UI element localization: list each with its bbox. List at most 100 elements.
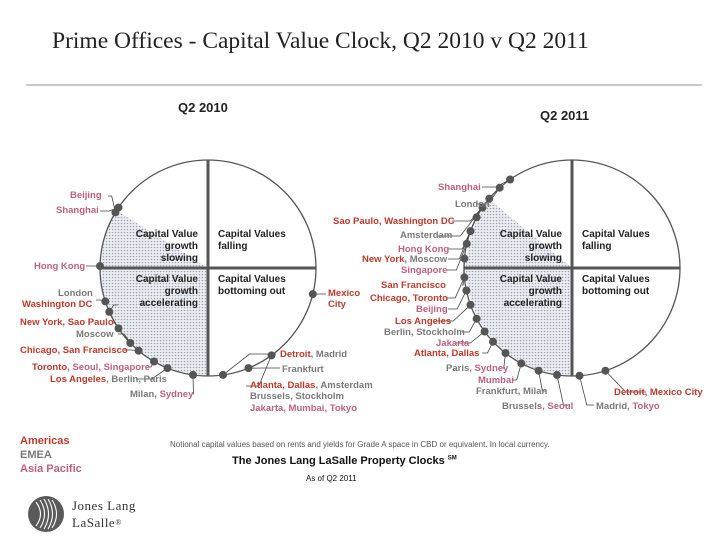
city-marker bbox=[601, 366, 610, 375]
label-los-angeles-berlin-paris: Los Angeles, Berlin, Paris bbox=[50, 374, 167, 385]
label-r-los-angeles: Los Angeles bbox=[395, 316, 452, 327]
leader-line bbox=[108, 195, 116, 213]
city-marker bbox=[96, 262, 104, 271]
leader-line bbox=[605, 370, 646, 393]
city-marker bbox=[480, 327, 489, 336]
city-marker bbox=[489, 337, 497, 346]
label-london: London bbox=[58, 288, 93, 299]
as-of-date: As of Q2 2011 bbox=[306, 474, 357, 483]
city-marker bbox=[472, 213, 481, 222]
city-marker bbox=[101, 297, 110, 306]
legend-emea: EMEA bbox=[20, 449, 52, 461]
label-r-atlanta-dallas: Atlanta, Dallas bbox=[414, 348, 480, 359]
city-marker bbox=[244, 364, 253, 373]
city-marker bbox=[462, 239, 471, 248]
city-marker bbox=[126, 339, 135, 347]
leader-line bbox=[462, 318, 477, 333]
city-marker bbox=[114, 324, 123, 333]
label-r-brussels-seoul: Brussels, Seoul bbox=[502, 401, 574, 412]
city-marker bbox=[460, 273, 469, 282]
city-marker bbox=[495, 183, 504, 192]
leader-line bbox=[456, 331, 485, 344]
legend-asia-pacific: Asia Pacific bbox=[20, 463, 82, 475]
city-marker bbox=[308, 290, 317, 299]
leader-line bbox=[436, 304, 471, 322]
leader-line bbox=[502, 353, 506, 369]
city-markers bbox=[96, 175, 610, 380]
label-r-beijing: Beijing bbox=[416, 304, 448, 315]
label-milan-sydney: Milan, Sydney bbox=[130, 389, 194, 400]
label-r-chicago-toronto: Chicago, Toronto bbox=[370, 293, 448, 304]
left-clock-shaded-sector bbox=[99, 210, 208, 330]
label-hong-kong: Hong Kong bbox=[34, 261, 86, 272]
label-jakarta-mumbai-tokyo: Jakarta, Mumbai, Tokyo bbox=[250, 403, 357, 414]
city-marker bbox=[478, 203, 487, 212]
region-legend: Americas EMEA Asia Pacific bbox=[20, 434, 82, 476]
city-marker bbox=[189, 370, 197, 379]
right-clock-heading: Q2 2011 bbox=[540, 108, 590, 123]
right-quadrant-growth-slowing: Capital Value growth slowing bbox=[499, 229, 562, 264]
label-toronto-seoul-singapore: Toronto, Seoul, Singapore bbox=[32, 362, 151, 373]
city-marker bbox=[534, 366, 543, 375]
label-r-berlin-stockholm: Berlin, Stockholm bbox=[384, 327, 465, 338]
label-r-madrid-tokyo: Madrid, Tokyo bbox=[596, 401, 660, 412]
city-marker bbox=[501, 349, 510, 358]
label-r-detroit-mexico-city: Detroit, Mexico City bbox=[614, 387, 703, 398]
leader-line bbox=[512, 363, 522, 381]
label-r-san-francisco: San Francisco bbox=[381, 280, 446, 291]
label-shanghai: Shanghai bbox=[56, 205, 99, 216]
label-moscow: Moscow bbox=[76, 329, 114, 340]
city-marker bbox=[506, 175, 515, 184]
left-quadrant-falling: Capital Values falling bbox=[218, 229, 286, 252]
label-r-hong-kong: Hong Kong bbox=[398, 244, 450, 255]
city-marker bbox=[472, 314, 481, 323]
leader-line bbox=[136, 367, 168, 380]
city-marker bbox=[267, 351, 276, 360]
left-clock-heading: Q2 2010 bbox=[178, 100, 228, 115]
label-new-york-sao-paulo: New York, Sao Paulo bbox=[20, 317, 114, 328]
label-r-frankfurt-milan: Frankfurt, Milan bbox=[476, 386, 548, 397]
city-marker bbox=[163, 364, 172, 373]
city-marker bbox=[462, 286, 471, 295]
label-mexico-city: Mexico City bbox=[328, 288, 361, 310]
label-r-jakarta: Jakarta bbox=[436, 338, 470, 349]
right-quadrant-falling: Capital Values falling bbox=[582, 229, 650, 252]
right-clock-shaded-sector bbox=[465, 200, 572, 376]
city-marker bbox=[150, 357, 158, 366]
legend-americas: Americas bbox=[20, 435, 70, 447]
label-brussels-stockholm: Brussels, Stockholm bbox=[250, 391, 344, 402]
label-r-new-york-moscow: New York, Moscow bbox=[362, 254, 448, 265]
label-r-mumbai: Mumbai bbox=[478, 375, 514, 386]
clocks-title: The Jones Lang LaSalle Property Clocks S… bbox=[232, 455, 457, 467]
label-r-london: London bbox=[455, 199, 490, 210]
leader-line bbox=[476, 187, 501, 205]
city-marker bbox=[134, 346, 143, 355]
city-marker bbox=[114, 203, 123, 212]
left-quadrant-accelerating: Capital Value growth accelerating bbox=[135, 274, 198, 309]
city-marker bbox=[485, 194, 494, 203]
leader-line bbox=[462, 258, 465, 286]
label-r-singapore: Singapore bbox=[401, 265, 448, 276]
city-marker bbox=[517, 359, 526, 368]
city-marker bbox=[553, 370, 561, 379]
leader-line bbox=[246, 355, 272, 387]
city-marker bbox=[105, 307, 114, 316]
footnote: Notional capital values based on rents a… bbox=[170, 440, 550, 449]
city-marker bbox=[466, 300, 475, 309]
right-quadrant-accelerating: Capital Value growth accelerating bbox=[499, 274, 562, 309]
label-r-paris-sydney: Paris, Sydney bbox=[446, 363, 509, 374]
label-r-shanghai: Shanghai bbox=[438, 182, 481, 193]
label-r-amsterdam: Amsterdam bbox=[400, 230, 453, 241]
leader-line bbox=[446, 277, 465, 299]
label-detroit-madrid: Detroit, Madrid bbox=[280, 349, 348, 360]
left-quadrant-growth-slowing: Capital Value growth slowing bbox=[135, 229, 198, 264]
city-marker bbox=[466, 227, 475, 236]
label-r-sao-paulo-washington: Sao Paulo, Washington DC bbox=[333, 216, 455, 227]
left-quadrant-bottoming-out: Capital Values bottoming out bbox=[218, 274, 286, 297]
jll-logo-icon bbox=[28, 496, 64, 532]
leader-line bbox=[222, 353, 276, 376]
leader-line bbox=[579, 375, 594, 406]
page-title: Prime Offices - Capital Value Clock, Q2 … bbox=[52, 28, 589, 54]
leader-line bbox=[538, 370, 546, 392]
